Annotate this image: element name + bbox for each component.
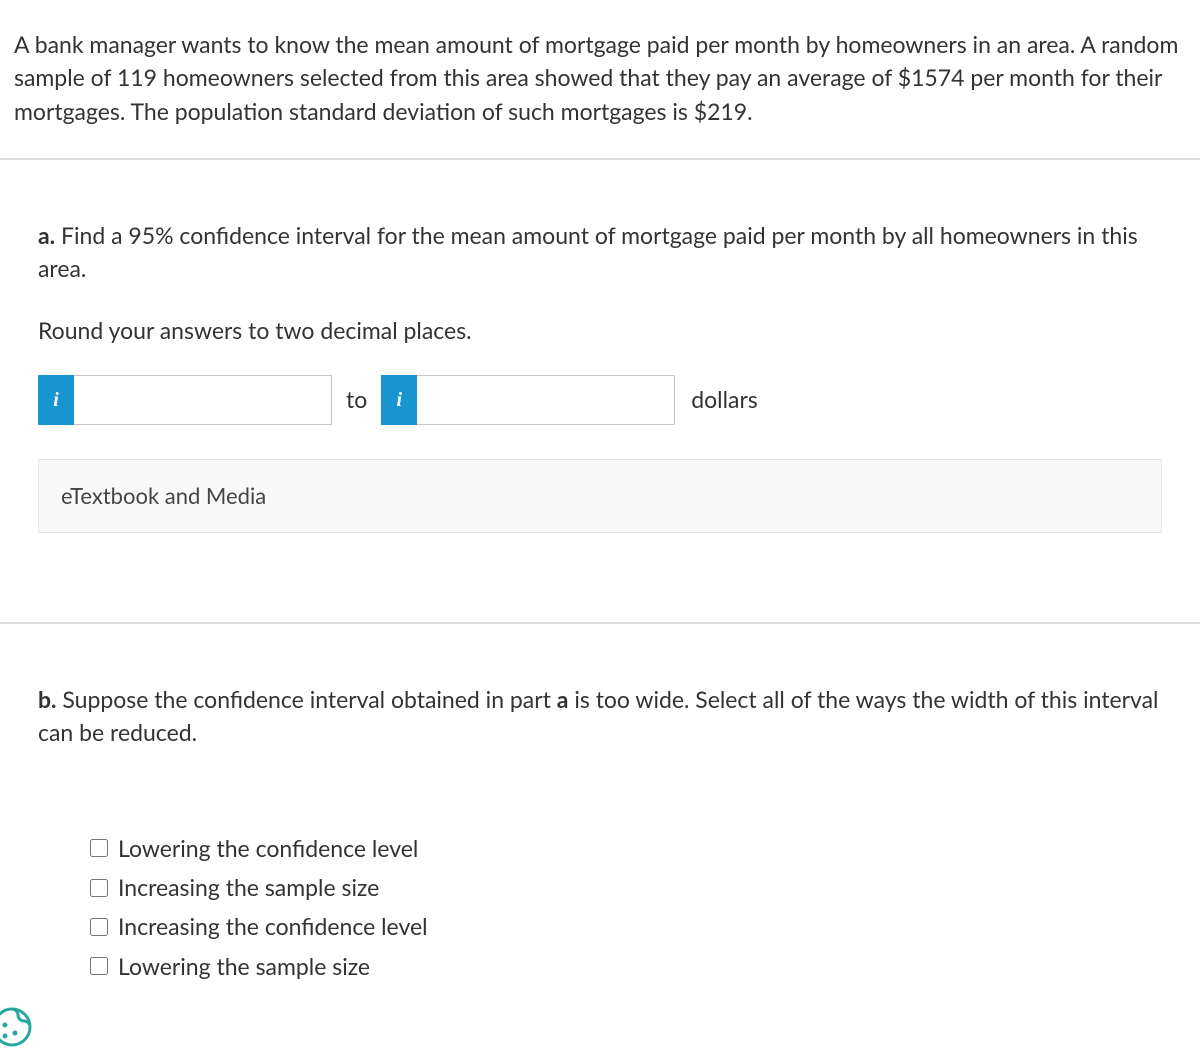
part-a: a. Find a 95% confidence interval for th… [0,191,1200,573]
to-separator: to [346,383,367,416]
checkbox-option[interactable]: Lowering the sample size [90,950,1162,983]
checkbox-list: Lowering the confidence level Increasing… [90,832,1162,983]
info-icon[interactable]: i [38,375,74,425]
section-gap [0,573,1200,623]
lower-bound-input[interactable] [74,375,332,425]
cookie-icon[interactable] [0,1003,36,1051]
checkbox-input[interactable] [90,918,108,936]
round-note: Round your answers to two decimal places… [38,314,1162,347]
intro-section: A bank manager wants to know the mean am… [0,0,1200,159]
checkbox-input[interactable] [90,839,108,857]
part-a-text: Find a 95% confidence interval for the m… [38,221,1138,282]
info-icon[interactable]: i [381,375,417,425]
part-b-prompt: b. Suppose the confidence interval obtai… [38,683,1162,750]
checkbox-option[interactable]: Increasing the sample size [90,871,1162,904]
answer-row: i to i dollars [38,375,1162,425]
checkbox-label: Lowering the sample size [118,950,370,983]
upper-bound-input[interactable] [417,375,675,425]
etextbook-button[interactable]: eTextbook and Media [38,459,1162,533]
part-b-text-before: Suppose the confidence interval obtained… [57,685,557,713]
checkbox-input[interactable] [90,879,108,897]
input-group-upper: i [381,375,675,425]
checkbox-option[interactable]: Increasing the confidence level [90,910,1162,943]
checkbox-label: Increasing the sample size [118,871,379,904]
part-a-label: a. [38,221,55,249]
part-b-label: b. [38,685,57,713]
intro-text: A bank manager wants to know the mean am… [14,28,1186,128]
checkbox-label: Increasing the confidence level [118,910,428,943]
part-b-bold-a: a [557,685,569,713]
section-gap [0,623,1200,655]
unit-label: dollars [691,383,757,416]
checkbox-input[interactable] [90,957,108,975]
part-a-prompt: a. Find a 95% confidence interval for th… [38,219,1162,286]
etextbook-label: eTextbook and Media [61,482,266,509]
part-b: b. Suppose the confidence interval obtai… [0,655,1200,1029]
input-group-lower: i [38,375,332,425]
checkbox-option[interactable]: Lowering the confidence level [90,832,1162,865]
checkbox-label: Lowering the confidence level [118,832,418,865]
section-gap [0,159,1200,191]
